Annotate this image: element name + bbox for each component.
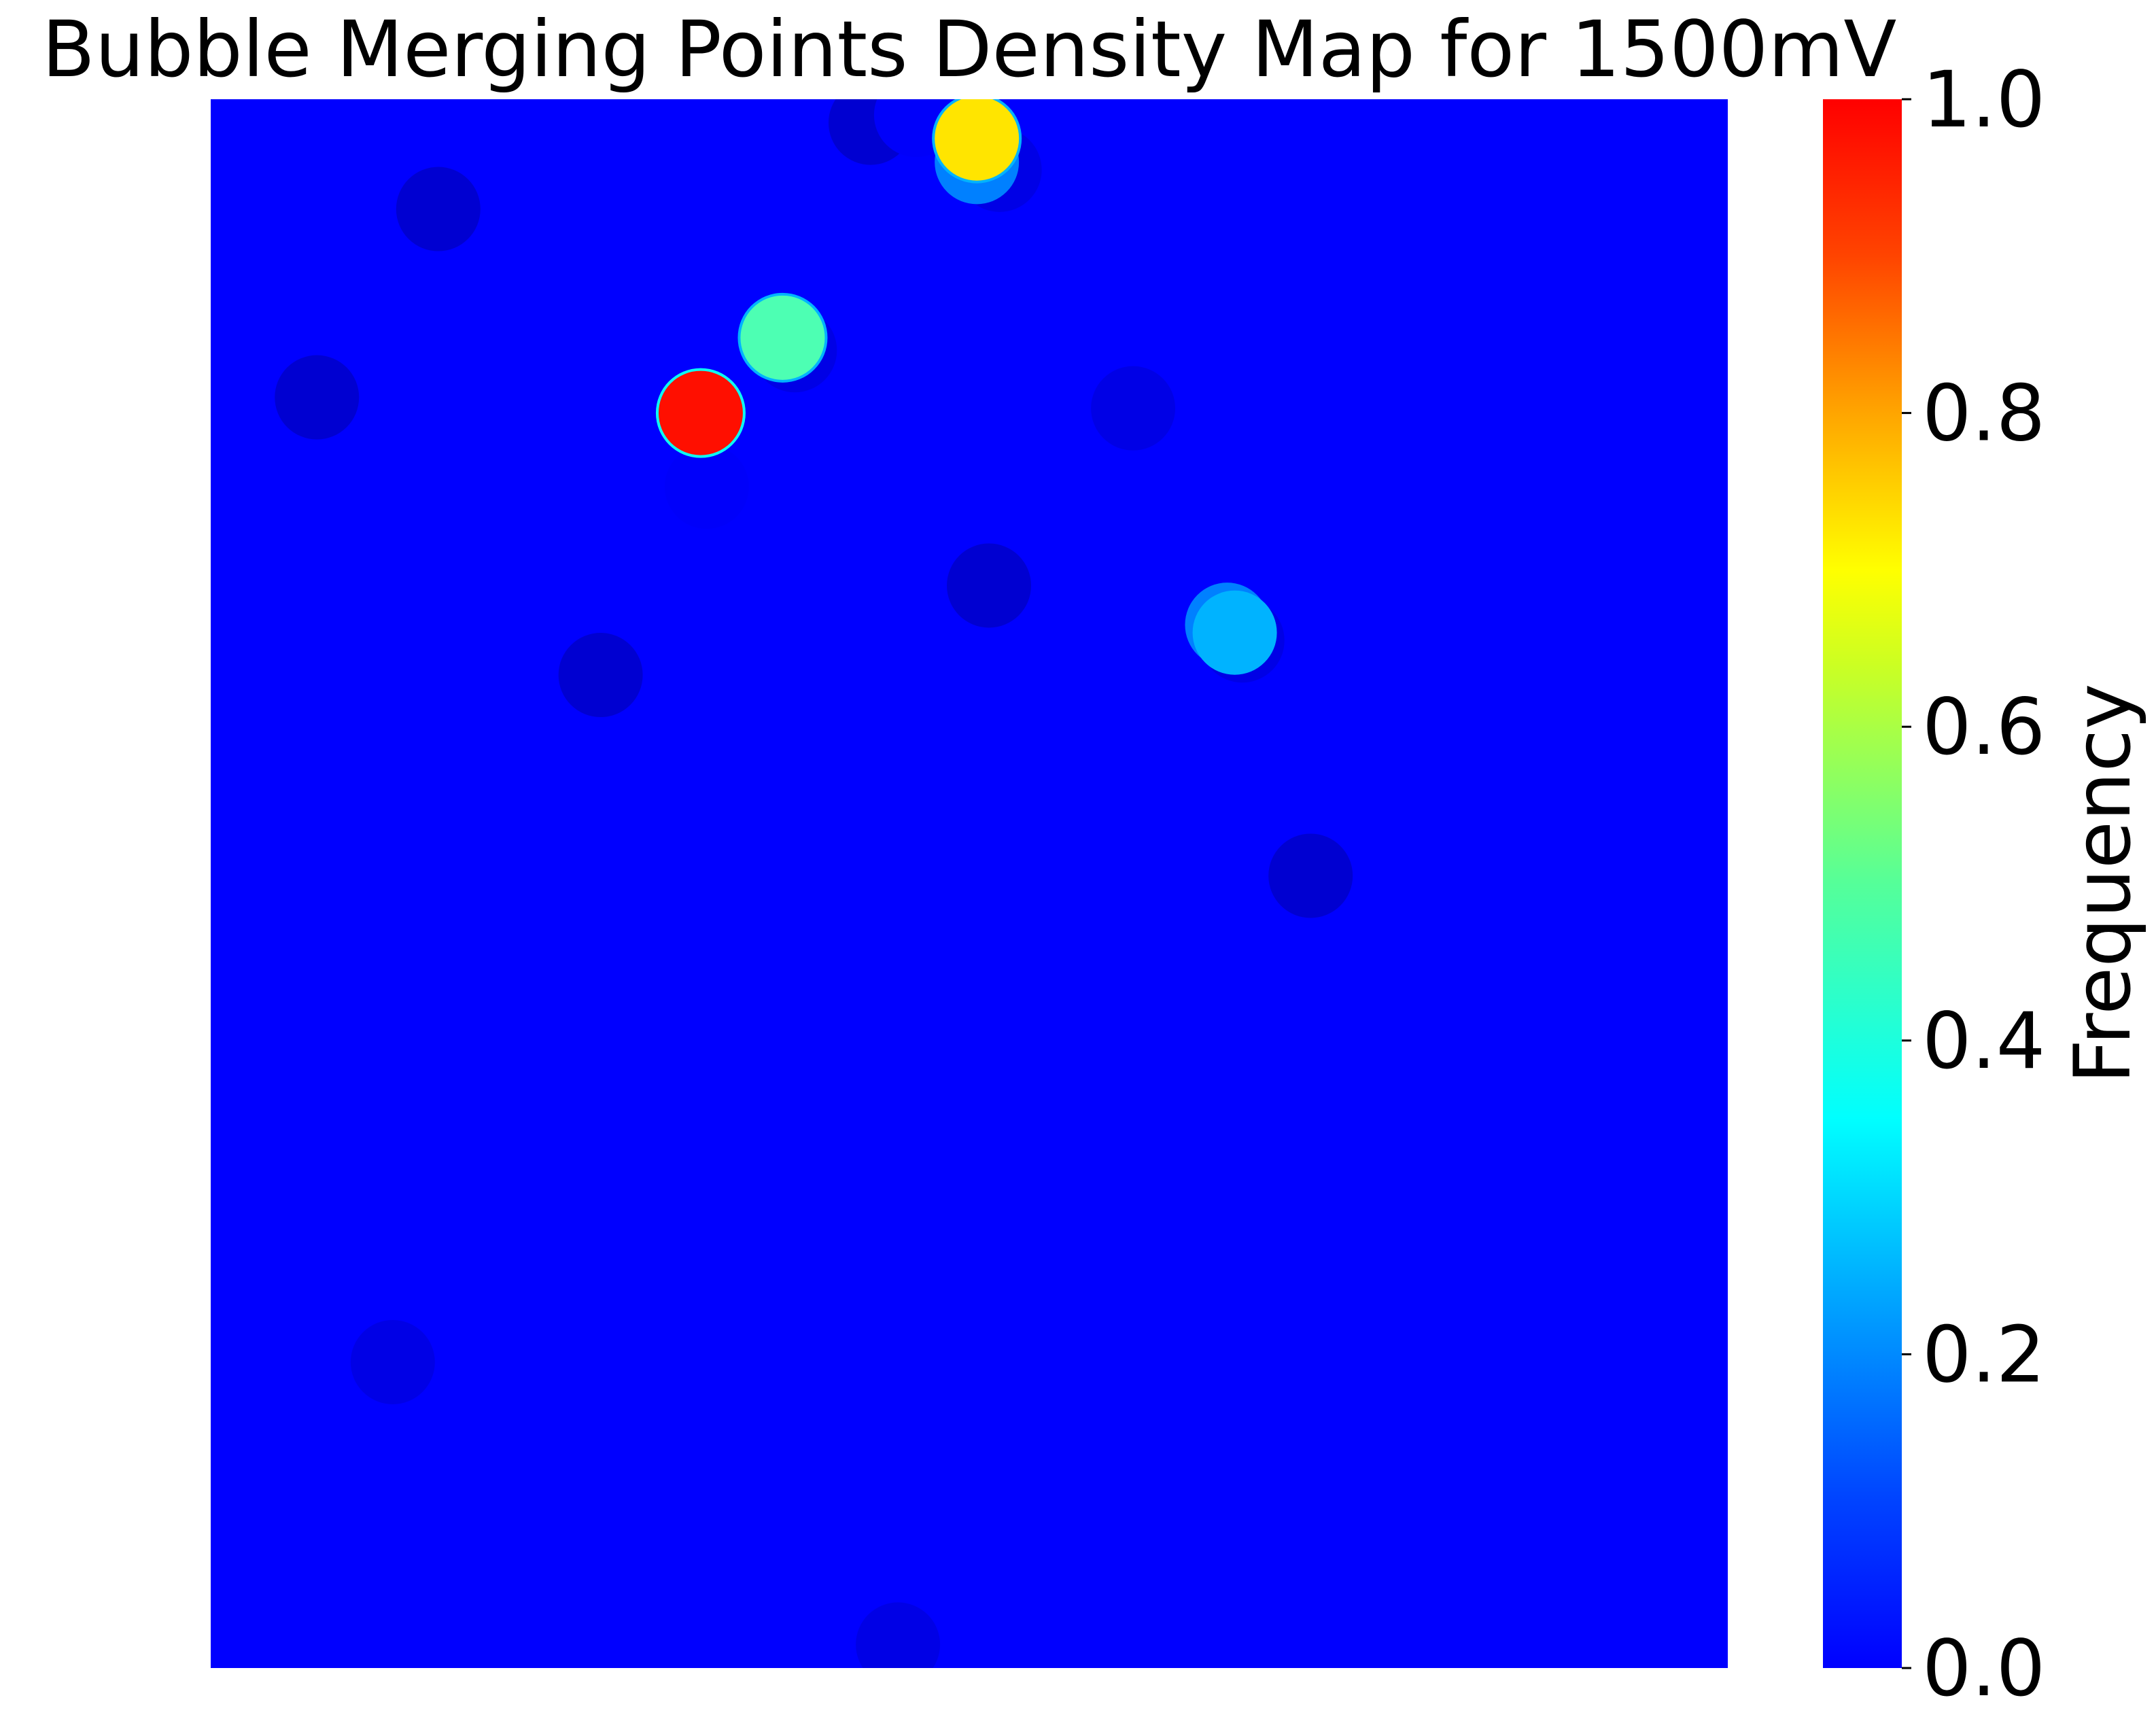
colorbar-label: Frequency (2057, 684, 2148, 1084)
colorbar-tick-label: 0.0 (1922, 1623, 2045, 1714)
density-hotspot (935, 99, 1020, 181)
colorbar-tick-label: 0.8 (1922, 368, 2045, 459)
density-hotspot (947, 543, 1032, 628)
colorbar-tick-label: 0.6 (1922, 682, 2045, 772)
density-hotspot (1091, 366, 1176, 451)
colorbar-tick-label: 1.0 (1922, 54, 2045, 145)
colorbar-tick-label: 0.2 (1922, 1309, 2045, 1400)
density-hotspot (856, 1602, 941, 1668)
density-hotspot (558, 633, 643, 718)
plot-area (211, 99, 1728, 1668)
chart-title: Bubble Merging Points Density Map for 15… (42, 4, 1897, 94)
density-hotspot (658, 370, 743, 455)
density-hotspot (396, 167, 481, 251)
heatmap-background (211, 99, 1728, 1668)
density-hotspot (275, 355, 360, 440)
colorbar-gradient (1823, 99, 1902, 1668)
density-hotspot (1192, 590, 1277, 675)
density-hotspot (1268, 833, 1353, 918)
density-hotspot (664, 445, 749, 530)
colorbar-tick-label: 0.4 (1922, 996, 2045, 1086)
density-hotspot (350, 1319, 435, 1404)
colorbar: 0.0 0.2 0.4 0.6 0.8 1.0 Frequency (1823, 54, 2148, 1714)
density-hotspot (740, 295, 825, 380)
